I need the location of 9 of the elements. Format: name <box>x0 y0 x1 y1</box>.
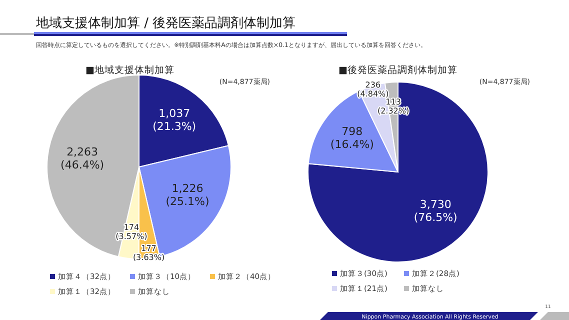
chart-title: ■地域支援体制加算 <box>86 64 174 76</box>
data-label: 236 (4.84%) <box>357 80 389 98</box>
data-label: 1,226 (25.1%) <box>166 182 210 208</box>
text: 地域支援体制加算 / 後発医薬品調剤体制加算 <box>35 16 296 31</box>
data-label: 798 (16.4%) <box>330 125 374 152</box>
data-label: 3,730 (76.5%) <box>414 198 458 224</box>
data-label: 1,037 (21.3%) <box>152 107 196 134</box>
data-label: 2,263 (46.4%) <box>60 146 104 172</box>
chart-title: ■後発医薬品調剤体制加算 <box>338 64 458 76</box>
